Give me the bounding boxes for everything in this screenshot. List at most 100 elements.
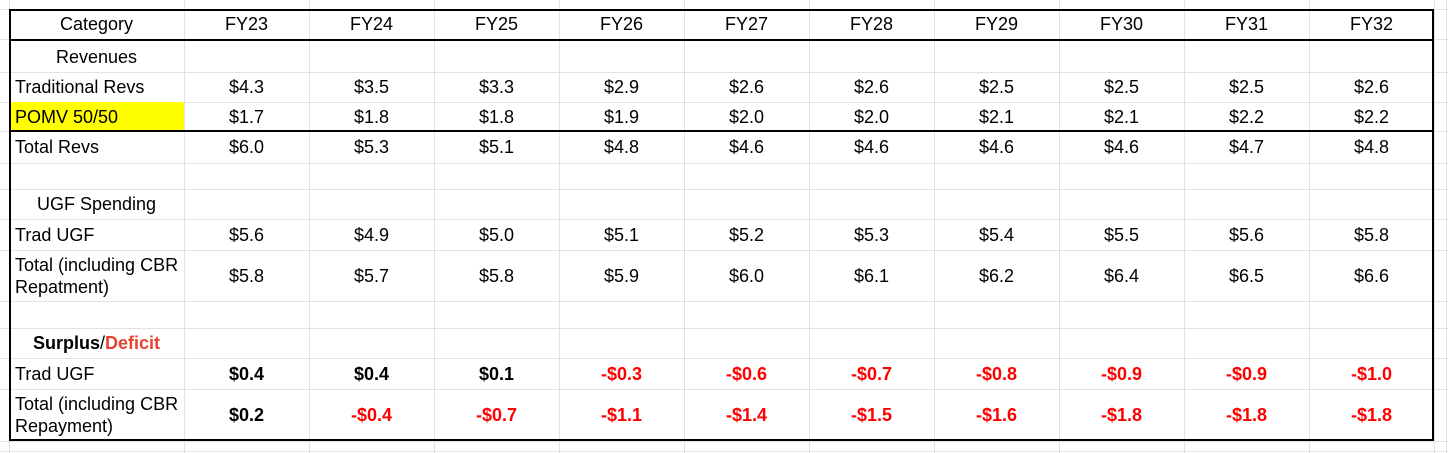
value-total-surplus: -$0.4	[350, 405, 393, 425]
value-trad-ugf-spend: $5.1	[603, 224, 640, 245]
value-total-surplus: -$0.7	[475, 405, 518, 425]
value-total-spend: $6.6	[1353, 265, 1390, 286]
value-trad-ugf-surplus: -$0.3	[600, 363, 643, 384]
section-ugf-spending: UGF Spending	[36, 194, 157, 214]
value-trad-ugf-surplus: -$0.9	[1225, 363, 1268, 384]
value-trad-ugf-spend: $5.0	[478, 224, 515, 245]
pomv-highlight	[11, 102, 184, 131]
value-trad-ugf-spend: $5.8	[1353, 224, 1390, 245]
value-total-spend: $5.9	[603, 265, 640, 286]
value-traditional-revs: $2.9	[603, 77, 640, 97]
value-total-revs: $4.7	[1228, 137, 1265, 157]
surplus-label: Surplus	[32, 333, 100, 353]
gridline-v	[1434, 0, 1435, 453]
gridline-v	[684, 0, 685, 453]
value-total-revs: $4.8	[1353, 137, 1390, 157]
value-traditional-revs: $4.3	[228, 77, 265, 97]
header-fy25: FY25	[474, 14, 519, 34]
value-total-revs: $4.6	[978, 137, 1015, 157]
row-label-trad-ugf-spend: Trad UGF	[15, 224, 95, 245]
value-traditional-revs: $2.6	[853, 77, 890, 97]
value-trad-ugf-surplus: -$0.9	[1100, 363, 1143, 384]
gridline-h	[0, 102, 1448, 103]
value-traditional-revs: $2.5	[1228, 77, 1265, 97]
value-trad-ugf-spend: $5.6	[228, 224, 265, 245]
value-traditional-revs: $2.6	[1353, 77, 1390, 97]
deficit-label: Deficit	[105, 333, 161, 353]
header-fy29: FY29	[974, 14, 1019, 34]
value-pomv: $2.1	[978, 106, 1015, 127]
header-fy32: FY32	[1349, 14, 1394, 34]
row-label-total-surplus: Total (including CBR Repayment)	[15, 394, 179, 436]
table-border	[9, 9, 1434, 441]
value-total-revs: $4.6	[853, 137, 890, 157]
gridline-v	[1059, 0, 1060, 453]
value-total-spend: $6.5	[1228, 265, 1265, 286]
gridline-h	[0, 189, 1448, 190]
value-traditional-revs: $2.6	[728, 77, 765, 97]
value-total-surplus: $0.2	[228, 405, 265, 425]
total-revs-line	[9, 130, 1434, 132]
slash-label: /	[99, 333, 105, 353]
gridline-v	[309, 0, 310, 453]
value-traditional-revs: $3.3	[478, 77, 515, 97]
gridline-h	[0, 441, 1448, 442]
value-total-surplus: -$1.4	[725, 405, 768, 425]
value-total-revs: $4.6	[728, 137, 765, 157]
value-total-surplus: -$1.6	[975, 405, 1018, 425]
gridline-v	[1446, 0, 1447, 453]
value-trad-ugf-spend: $5.2	[728, 224, 765, 245]
value-pomv: $2.1	[1103, 106, 1140, 127]
header-category: Category	[59, 14, 134, 34]
value-total-spend: $5.8	[478, 265, 515, 286]
value-pomv: $1.8	[478, 106, 515, 127]
value-total-revs: $4.8	[603, 137, 640, 157]
value-total-surplus: -$1.8	[1225, 405, 1268, 425]
row-label-trad-ugf-surplus: Trad UGF	[15, 363, 95, 384]
value-total-surplus: -$1.8	[1100, 405, 1143, 425]
value-total-spend: $5.8	[228, 265, 265, 286]
value-trad-ugf-surplus: $0.4	[353, 363, 390, 384]
value-trad-ugf-spend: $5.4	[978, 224, 1015, 245]
value-total-spend: $6.1	[853, 265, 890, 286]
header-fy28: FY28	[849, 14, 894, 34]
gridline-v	[1309, 0, 1310, 453]
value-trad-ugf-surplus: -$0.6	[725, 363, 768, 384]
value-total-surplus: -$1.1	[600, 405, 643, 425]
gridline-h	[0, 389, 1448, 390]
value-total-spend: $6.4	[1103, 265, 1140, 286]
value-pomv: $1.9	[603, 106, 640, 127]
gridline-h	[0, 163, 1448, 164]
value-traditional-revs: $2.5	[978, 77, 1015, 97]
value-trad-ugf-spend: $5.3	[853, 224, 890, 245]
value-trad-ugf-spend: $4.9	[353, 224, 390, 245]
value-pomv: $2.0	[853, 106, 890, 127]
value-total-revs: $4.6	[1103, 137, 1140, 157]
value-total-spend: $5.7	[353, 265, 390, 286]
row-label-pomv: POMV 50/50	[15, 106, 119, 127]
gridline-v	[1184, 0, 1185, 453]
header-underline	[9, 39, 1434, 41]
value-trad-ugf-surplus: $0.4	[228, 363, 265, 384]
value-trad-ugf-surplus: -$0.7	[850, 363, 893, 384]
section-surplus-deficit: Surplus / Deficit	[9, 328, 184, 358]
gridline-h	[0, 301, 1448, 302]
gridline-h	[0, 72, 1448, 73]
header-fy26: FY26	[599, 14, 644, 34]
value-traditional-revs: $2.5	[1103, 77, 1140, 97]
value-trad-ugf-spend: $5.6	[1228, 224, 1265, 245]
gridline-v	[809, 0, 810, 453]
row-label-total-spend: Total (including CBR Repatment)	[15, 254, 179, 297]
gridline-h	[0, 250, 1448, 251]
value-total-revs: $5.3	[353, 137, 390, 157]
section-revenues: Revenues	[55, 46, 138, 67]
value-total-spend: $6.2	[978, 265, 1015, 286]
gridline-v	[434, 0, 435, 453]
value-trad-ugf-surplus: -$1.0	[1350, 363, 1393, 384]
value-total-surplus: -$1.5	[850, 405, 893, 425]
value-trad-ugf-surplus: $0.1	[478, 363, 515, 384]
gridline-h	[0, 451, 1448, 452]
value-total-spend: $6.0	[728, 265, 765, 286]
row-label-total-revs: Total Revs	[15, 137, 100, 157]
